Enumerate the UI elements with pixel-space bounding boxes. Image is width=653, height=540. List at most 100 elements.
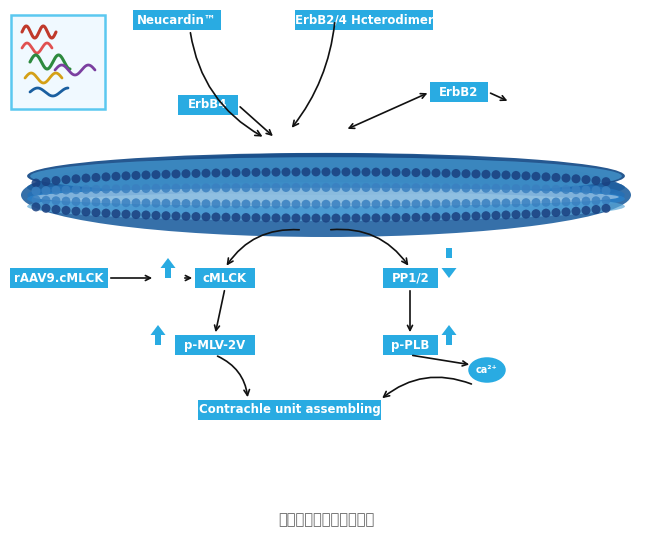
Circle shape (432, 183, 441, 192)
Circle shape (242, 183, 251, 192)
Circle shape (71, 207, 80, 215)
Text: Contrachle unit assembling: Contrachle unit assembling (199, 403, 381, 416)
Text: ErbB4: ErbB4 (188, 98, 228, 111)
Circle shape (402, 183, 411, 192)
Circle shape (321, 200, 330, 209)
Circle shape (571, 207, 581, 215)
Circle shape (151, 211, 161, 220)
Circle shape (272, 200, 281, 208)
Circle shape (492, 184, 500, 193)
Circle shape (31, 187, 40, 195)
Circle shape (112, 198, 121, 207)
Circle shape (261, 168, 270, 177)
Text: ErbB2: ErbB2 (439, 85, 479, 98)
Circle shape (601, 186, 611, 195)
Circle shape (411, 199, 421, 208)
Circle shape (101, 185, 110, 193)
Ellipse shape (33, 188, 619, 206)
Circle shape (362, 213, 370, 222)
Circle shape (161, 211, 170, 220)
Circle shape (161, 199, 170, 208)
Circle shape (522, 210, 530, 219)
Circle shape (342, 213, 351, 222)
Circle shape (302, 213, 310, 222)
Circle shape (471, 170, 481, 179)
Circle shape (562, 173, 571, 183)
Circle shape (221, 199, 231, 208)
Circle shape (552, 208, 560, 217)
Circle shape (261, 200, 270, 208)
Circle shape (511, 184, 520, 193)
Circle shape (462, 212, 471, 221)
Circle shape (71, 174, 80, 183)
Circle shape (161, 184, 170, 193)
Circle shape (532, 209, 541, 218)
Ellipse shape (468, 357, 506, 383)
Circle shape (541, 185, 550, 193)
Circle shape (541, 172, 550, 181)
Circle shape (212, 183, 221, 192)
Circle shape (281, 183, 291, 192)
Circle shape (281, 213, 291, 222)
Circle shape (131, 198, 140, 207)
Circle shape (481, 199, 490, 208)
Circle shape (441, 168, 451, 178)
Circle shape (302, 183, 310, 192)
Circle shape (131, 171, 140, 180)
Circle shape (291, 200, 300, 208)
Circle shape (462, 169, 471, 178)
Circle shape (471, 199, 481, 208)
Circle shape (91, 208, 101, 217)
Circle shape (202, 184, 210, 192)
Circle shape (541, 208, 550, 218)
Circle shape (372, 183, 381, 192)
Circle shape (161, 170, 170, 179)
Circle shape (172, 184, 180, 193)
Ellipse shape (27, 153, 625, 199)
Circle shape (82, 197, 91, 206)
Circle shape (381, 200, 390, 208)
Circle shape (381, 183, 390, 192)
Circle shape (251, 213, 261, 222)
Circle shape (392, 213, 400, 222)
Ellipse shape (21, 153, 631, 237)
Circle shape (451, 212, 460, 221)
Polygon shape (150, 325, 165, 335)
Circle shape (451, 184, 460, 192)
Circle shape (582, 197, 590, 206)
Circle shape (571, 185, 581, 194)
Circle shape (582, 175, 590, 184)
Circle shape (261, 183, 270, 192)
Circle shape (492, 211, 500, 220)
Circle shape (582, 185, 590, 194)
Circle shape (311, 214, 321, 222)
Polygon shape (441, 268, 456, 278)
Circle shape (541, 198, 550, 207)
Circle shape (232, 213, 240, 222)
Circle shape (202, 212, 210, 221)
Circle shape (202, 168, 210, 178)
Ellipse shape (27, 174, 625, 216)
Circle shape (571, 197, 581, 206)
Circle shape (91, 185, 101, 194)
Circle shape (532, 172, 541, 181)
Circle shape (232, 183, 240, 192)
Circle shape (492, 199, 500, 208)
Circle shape (242, 168, 251, 177)
FancyBboxPatch shape (10, 268, 108, 288)
Circle shape (242, 199, 251, 208)
Circle shape (552, 173, 560, 182)
Circle shape (52, 196, 61, 205)
Circle shape (511, 171, 520, 180)
Circle shape (362, 167, 370, 177)
Circle shape (502, 184, 511, 193)
Ellipse shape (27, 182, 625, 215)
FancyBboxPatch shape (133, 10, 221, 30)
Circle shape (182, 169, 191, 178)
Circle shape (202, 199, 210, 208)
Circle shape (332, 200, 340, 209)
Circle shape (71, 185, 80, 194)
Circle shape (151, 184, 161, 193)
Circle shape (191, 212, 200, 221)
Circle shape (351, 167, 360, 177)
